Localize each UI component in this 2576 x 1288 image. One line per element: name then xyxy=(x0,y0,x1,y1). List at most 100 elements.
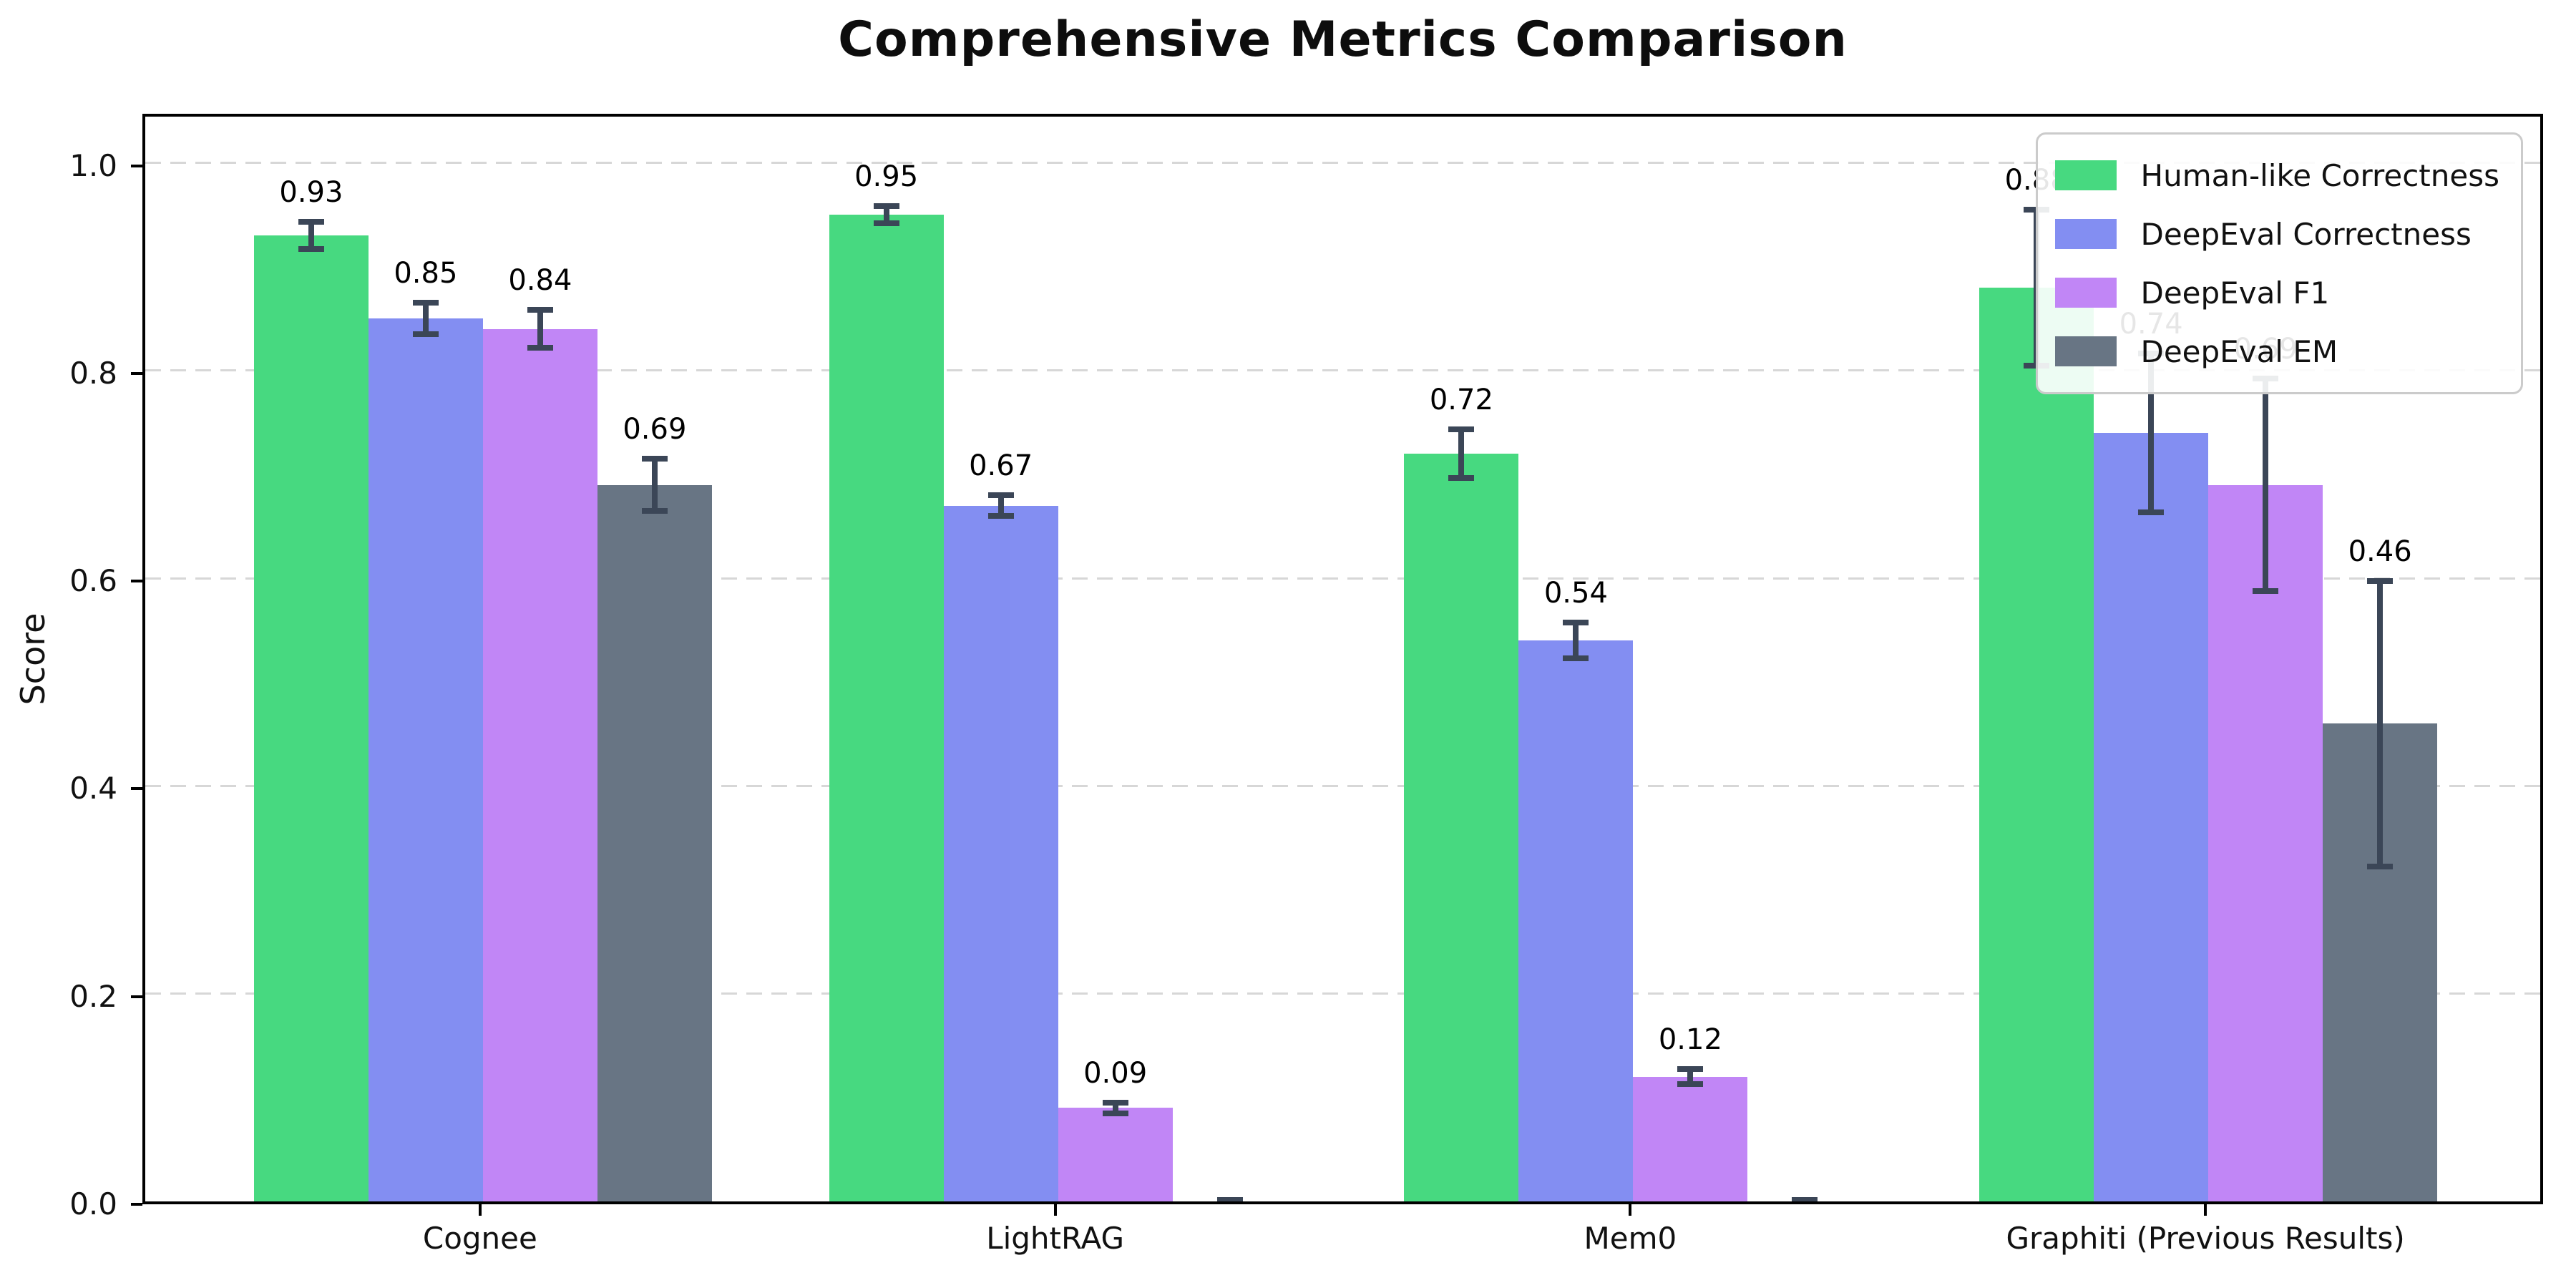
legend-label: Human-like Correctness xyxy=(2140,157,2500,193)
bar-value-label: 0.54 xyxy=(1543,577,1608,610)
error-bar xyxy=(2253,376,2279,594)
bar-value-label: 0.72 xyxy=(1429,384,1493,417)
x-tick-label: Graphiti (Previous Results) xyxy=(2006,1221,2405,1256)
error-bar xyxy=(873,203,899,227)
x-tick-mark xyxy=(478,1204,482,1216)
legend-row: DeepEval EM xyxy=(2054,322,2500,381)
gridline xyxy=(145,369,2540,372)
error-bar-cap xyxy=(1563,620,1589,626)
legend-label: DeepEval EM xyxy=(2140,333,2338,369)
y-tick-mark xyxy=(131,1203,142,1206)
error-bar xyxy=(1792,1197,1818,1201)
legend: Human-like Correctness DeepEval Correctne… xyxy=(2035,132,2523,394)
bar-value-label: 0.93 xyxy=(279,175,343,209)
bar-value-label: 0.67 xyxy=(969,449,1033,482)
y-tick-label: 1.0 xyxy=(69,147,117,183)
error-bar-cap xyxy=(1102,1099,1128,1106)
legend-row: DeepEval Correctness xyxy=(2054,205,2500,263)
error-bar-cap xyxy=(527,345,553,351)
legend-swatch-icon xyxy=(2054,219,2117,249)
error-bar-cap xyxy=(1792,1199,1818,1201)
y-tick-mark xyxy=(131,164,142,167)
y-tick-label: 0.2 xyxy=(69,978,117,1014)
bar-value-label: 0.46 xyxy=(2348,535,2412,569)
legend-swatch-icon xyxy=(2054,278,2117,308)
error-bar xyxy=(1448,426,1475,481)
error-bar-cap xyxy=(641,455,668,462)
y-tick-label: 0.4 xyxy=(69,771,117,806)
error-bar-cap xyxy=(1563,655,1589,662)
error-bar xyxy=(987,492,1014,519)
error-bar-cap xyxy=(873,220,899,227)
gridline xyxy=(145,577,2540,580)
error-bar-cap xyxy=(641,508,668,514)
x-tick-mark xyxy=(2204,1204,2207,1216)
bar-value-label: 0.09 xyxy=(1083,1056,1148,1090)
chart-bar xyxy=(1518,640,1634,1201)
error-bar xyxy=(1216,1197,1243,1201)
error-bar-cap xyxy=(1216,1197,1243,1201)
legend-row: Human-like Correctness xyxy=(2054,146,2500,205)
error-bar-cap xyxy=(1448,474,1475,481)
chart-bar xyxy=(1058,1108,1173,1201)
error-bar-cap xyxy=(412,300,439,306)
error-bar-cap xyxy=(527,307,553,313)
chart-bar xyxy=(943,505,1058,1201)
chart-bar xyxy=(1633,1076,1748,1201)
error-bar xyxy=(2367,578,2394,869)
y-tick-label: 0.8 xyxy=(69,355,117,391)
chart-bar xyxy=(253,235,369,1201)
error-bar-cap xyxy=(412,331,439,338)
error-bar-cap xyxy=(1677,1066,1704,1073)
gridline xyxy=(145,784,2540,787)
x-tick-mark xyxy=(1053,1204,1057,1216)
chart-bar xyxy=(2094,432,2209,1201)
error-bar xyxy=(641,455,668,514)
y-tick-mark xyxy=(131,371,142,375)
y-axis-label: Score xyxy=(14,613,52,706)
error-bar xyxy=(1677,1066,1704,1088)
chart-bar xyxy=(829,215,944,1201)
error-bar-cap xyxy=(1792,1197,1818,1201)
legend-swatch-icon xyxy=(2054,336,2117,366)
y-tick-label: 0.0 xyxy=(69,1186,117,1221)
error-bar-cap xyxy=(1102,1110,1128,1116)
error-bar-cap xyxy=(987,513,1014,519)
error-bar-cap xyxy=(987,492,1014,498)
error-bar xyxy=(412,300,439,338)
error-bar-cap xyxy=(1677,1081,1704,1088)
bar-value-label: 0.12 xyxy=(1658,1023,1722,1057)
legend-label: DeepEval F1 xyxy=(2140,275,2330,311)
bar-value-label: 0.84 xyxy=(508,264,572,298)
bar-value-label: 0.85 xyxy=(394,257,458,291)
y-tick-mark xyxy=(131,787,142,791)
chart-bar xyxy=(482,328,597,1201)
chart-bar xyxy=(1979,287,2094,1201)
y-tick-label: 0.6 xyxy=(69,563,117,599)
gridline xyxy=(145,992,2540,995)
chart-bar xyxy=(2208,484,2323,1201)
chart-title: Comprehensive Metrics Comparison xyxy=(838,11,1848,68)
x-tick-label: LightRAG xyxy=(986,1221,1125,1256)
bar-value-label: 0.95 xyxy=(854,160,919,194)
error-bar xyxy=(298,218,324,253)
error-bar-cap xyxy=(1448,426,1475,433)
y-tick-mark xyxy=(131,995,142,998)
error-bar-cap xyxy=(2253,587,2279,594)
error-bar-cap xyxy=(2367,863,2394,869)
error-bar xyxy=(527,307,553,351)
error-bar-cap xyxy=(298,218,324,225)
x-tick-mark xyxy=(1629,1204,1632,1216)
error-bar-cap xyxy=(2367,578,2394,585)
error-bar-cap xyxy=(298,246,324,253)
x-tick-label: Mem0 xyxy=(1584,1221,1677,1256)
x-tick-label: Cognee xyxy=(422,1221,537,1256)
plot-area: Human-like Correctness DeepEval Correctne… xyxy=(142,114,2543,1204)
chart-bar xyxy=(368,318,483,1201)
error-bar xyxy=(1102,1099,1128,1116)
chart-bar xyxy=(1404,453,1519,1201)
chart-bar xyxy=(597,484,712,1201)
error-bar-cap xyxy=(1216,1199,1243,1201)
error-bar-cap xyxy=(873,203,899,210)
gridline xyxy=(145,162,2540,165)
